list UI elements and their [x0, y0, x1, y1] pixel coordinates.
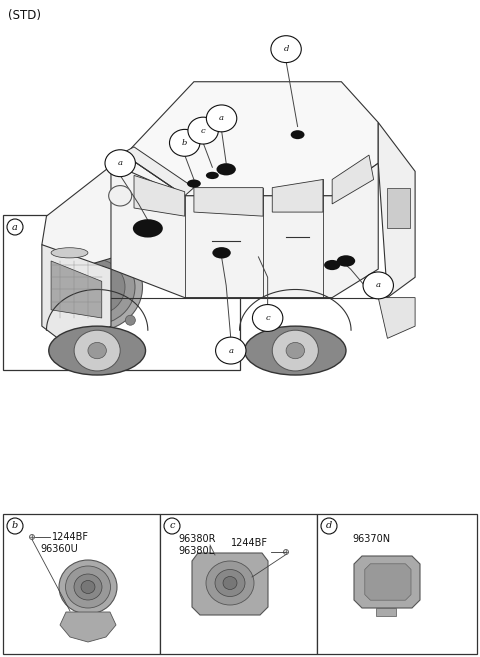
Circle shape — [125, 249, 135, 259]
Polygon shape — [378, 122, 415, 298]
Text: a: a — [118, 159, 123, 167]
Bar — [3, 514, 160, 654]
Ellipse shape — [245, 326, 346, 375]
Circle shape — [164, 518, 180, 534]
Ellipse shape — [81, 581, 95, 593]
Polygon shape — [365, 564, 411, 600]
Circle shape — [216, 337, 246, 364]
Circle shape — [169, 129, 200, 156]
Circle shape — [252, 305, 283, 331]
Polygon shape — [332, 155, 373, 204]
Ellipse shape — [65, 259, 125, 315]
Text: a: a — [376, 281, 381, 289]
Text: 96380L: 96380L — [178, 546, 214, 556]
Text: a: a — [219, 114, 224, 122]
Bar — [160, 514, 317, 654]
Text: 96380R: 96380R — [178, 534, 216, 544]
Text: a: a — [12, 223, 18, 231]
Circle shape — [55, 249, 65, 259]
Polygon shape — [192, 553, 268, 615]
Circle shape — [65, 347, 71, 353]
Polygon shape — [111, 147, 194, 196]
Polygon shape — [51, 261, 102, 318]
Text: c: c — [169, 522, 175, 530]
Text: 96370N: 96370N — [352, 534, 390, 544]
Polygon shape — [111, 81, 378, 196]
Bar — [3, 215, 240, 370]
Circle shape — [206, 105, 237, 132]
Ellipse shape — [65, 566, 110, 608]
Circle shape — [7, 219, 23, 235]
Polygon shape — [60, 612, 116, 642]
Ellipse shape — [133, 219, 163, 238]
Circle shape — [188, 117, 218, 144]
Ellipse shape — [187, 179, 201, 188]
Ellipse shape — [74, 574, 102, 600]
Text: 1244BF: 1244BF — [52, 532, 89, 542]
Bar — [317, 514, 477, 654]
Polygon shape — [194, 188, 263, 216]
Circle shape — [271, 35, 301, 62]
Ellipse shape — [291, 130, 304, 139]
Circle shape — [108, 186, 132, 206]
Ellipse shape — [216, 163, 236, 175]
Ellipse shape — [51, 248, 88, 258]
Polygon shape — [134, 175, 185, 216]
Circle shape — [272, 330, 318, 371]
Text: b: b — [12, 522, 18, 530]
Text: b: b — [182, 139, 187, 147]
Ellipse shape — [59, 560, 117, 614]
Circle shape — [74, 330, 120, 371]
Polygon shape — [376, 608, 396, 616]
Text: d: d — [283, 45, 289, 53]
Polygon shape — [111, 163, 378, 298]
Text: 1244BF: 1244BF — [231, 538, 268, 548]
Polygon shape — [378, 298, 415, 338]
Text: d: d — [326, 522, 332, 530]
Text: c: c — [201, 127, 205, 135]
Circle shape — [284, 549, 288, 555]
Circle shape — [321, 518, 337, 534]
Ellipse shape — [206, 561, 254, 605]
Circle shape — [88, 342, 107, 359]
Text: (STD): (STD) — [8, 9, 41, 22]
Polygon shape — [354, 556, 420, 608]
Polygon shape — [42, 155, 185, 269]
Circle shape — [125, 315, 135, 325]
Text: 96360U: 96360U — [40, 544, 78, 554]
Circle shape — [7, 518, 23, 534]
Polygon shape — [272, 179, 323, 212]
Circle shape — [29, 535, 35, 539]
Ellipse shape — [337, 256, 355, 267]
Ellipse shape — [223, 576, 237, 589]
Text: c: c — [265, 314, 270, 322]
Text: 96330E: 96330E — [86, 237, 123, 247]
Text: 82215: 82215 — [98, 345, 129, 355]
Circle shape — [286, 342, 304, 359]
Ellipse shape — [88, 281, 102, 294]
Ellipse shape — [55, 250, 135, 325]
Text: a: a — [228, 347, 233, 355]
Ellipse shape — [212, 247, 231, 258]
Ellipse shape — [215, 570, 245, 597]
Ellipse shape — [48, 243, 143, 331]
Ellipse shape — [324, 260, 340, 270]
Ellipse shape — [80, 273, 110, 301]
Bar — [387, 188, 410, 229]
Circle shape — [55, 315, 65, 325]
Circle shape — [363, 272, 394, 299]
Circle shape — [105, 150, 135, 177]
Polygon shape — [42, 244, 111, 351]
Ellipse shape — [206, 171, 219, 179]
Ellipse shape — [49, 326, 145, 375]
